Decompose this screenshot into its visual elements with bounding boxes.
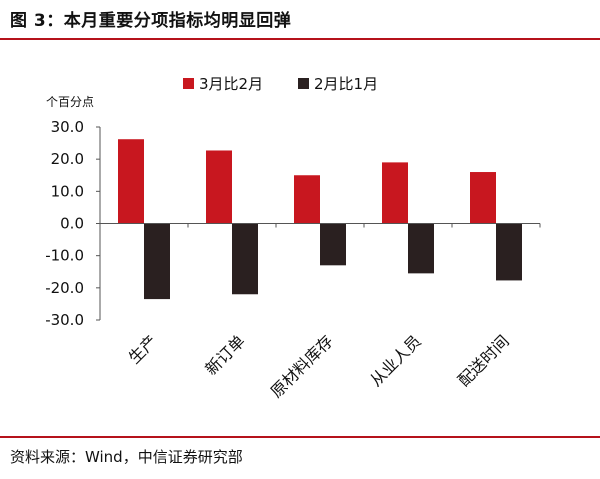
bar-2-1 bbox=[144, 223, 170, 300]
category-label-4: 从业人员 bbox=[366, 331, 425, 390]
y-tick-label: -10.0 bbox=[45, 247, 84, 265]
source-rule bbox=[0, 436, 600, 438]
bar-1-4 bbox=[382, 162, 408, 224]
legend-swatch-2 bbox=[298, 78, 309, 89]
y-tick-label: -20.0 bbox=[45, 279, 84, 297]
figure-title: 图 3：本月重要分项指标均明显回弹 bbox=[10, 11, 292, 31]
legend-swatch-1 bbox=[183, 78, 194, 89]
bar-1-2 bbox=[206, 150, 232, 224]
y-tick-label: 30.0 bbox=[51, 118, 84, 136]
category-label-2: 新订单 bbox=[201, 331, 248, 378]
bar-2-2 bbox=[232, 223, 258, 295]
source-note: 资料来源：Wind，中信证券研究部 bbox=[10, 448, 243, 466]
category-label-1: 生产 bbox=[125, 331, 161, 367]
category-label-5: 配送时间 bbox=[454, 331, 513, 390]
y-tick-label: 20.0 bbox=[51, 150, 84, 168]
y-tick-label: -30.0 bbox=[45, 311, 84, 329]
category-label-3: 原材料库存 bbox=[267, 331, 337, 401]
bar-2-5 bbox=[496, 223, 522, 281]
y-axis-label: 个百分点 bbox=[46, 95, 94, 109]
legend-label-1: 3月比2月 bbox=[199, 75, 263, 93]
bar-1-1 bbox=[118, 139, 144, 224]
y-tick-label: 0.0 bbox=[60, 215, 84, 233]
bar-2-4 bbox=[408, 223, 434, 274]
legend-label-2: 2月比1月 bbox=[314, 75, 378, 93]
y-tick-label: 10.0 bbox=[51, 182, 84, 200]
bar-1-5 bbox=[470, 172, 496, 224]
bar-2-3 bbox=[320, 223, 346, 266]
bar-1-3 bbox=[294, 175, 320, 224]
title-rule bbox=[0, 38, 600, 40]
